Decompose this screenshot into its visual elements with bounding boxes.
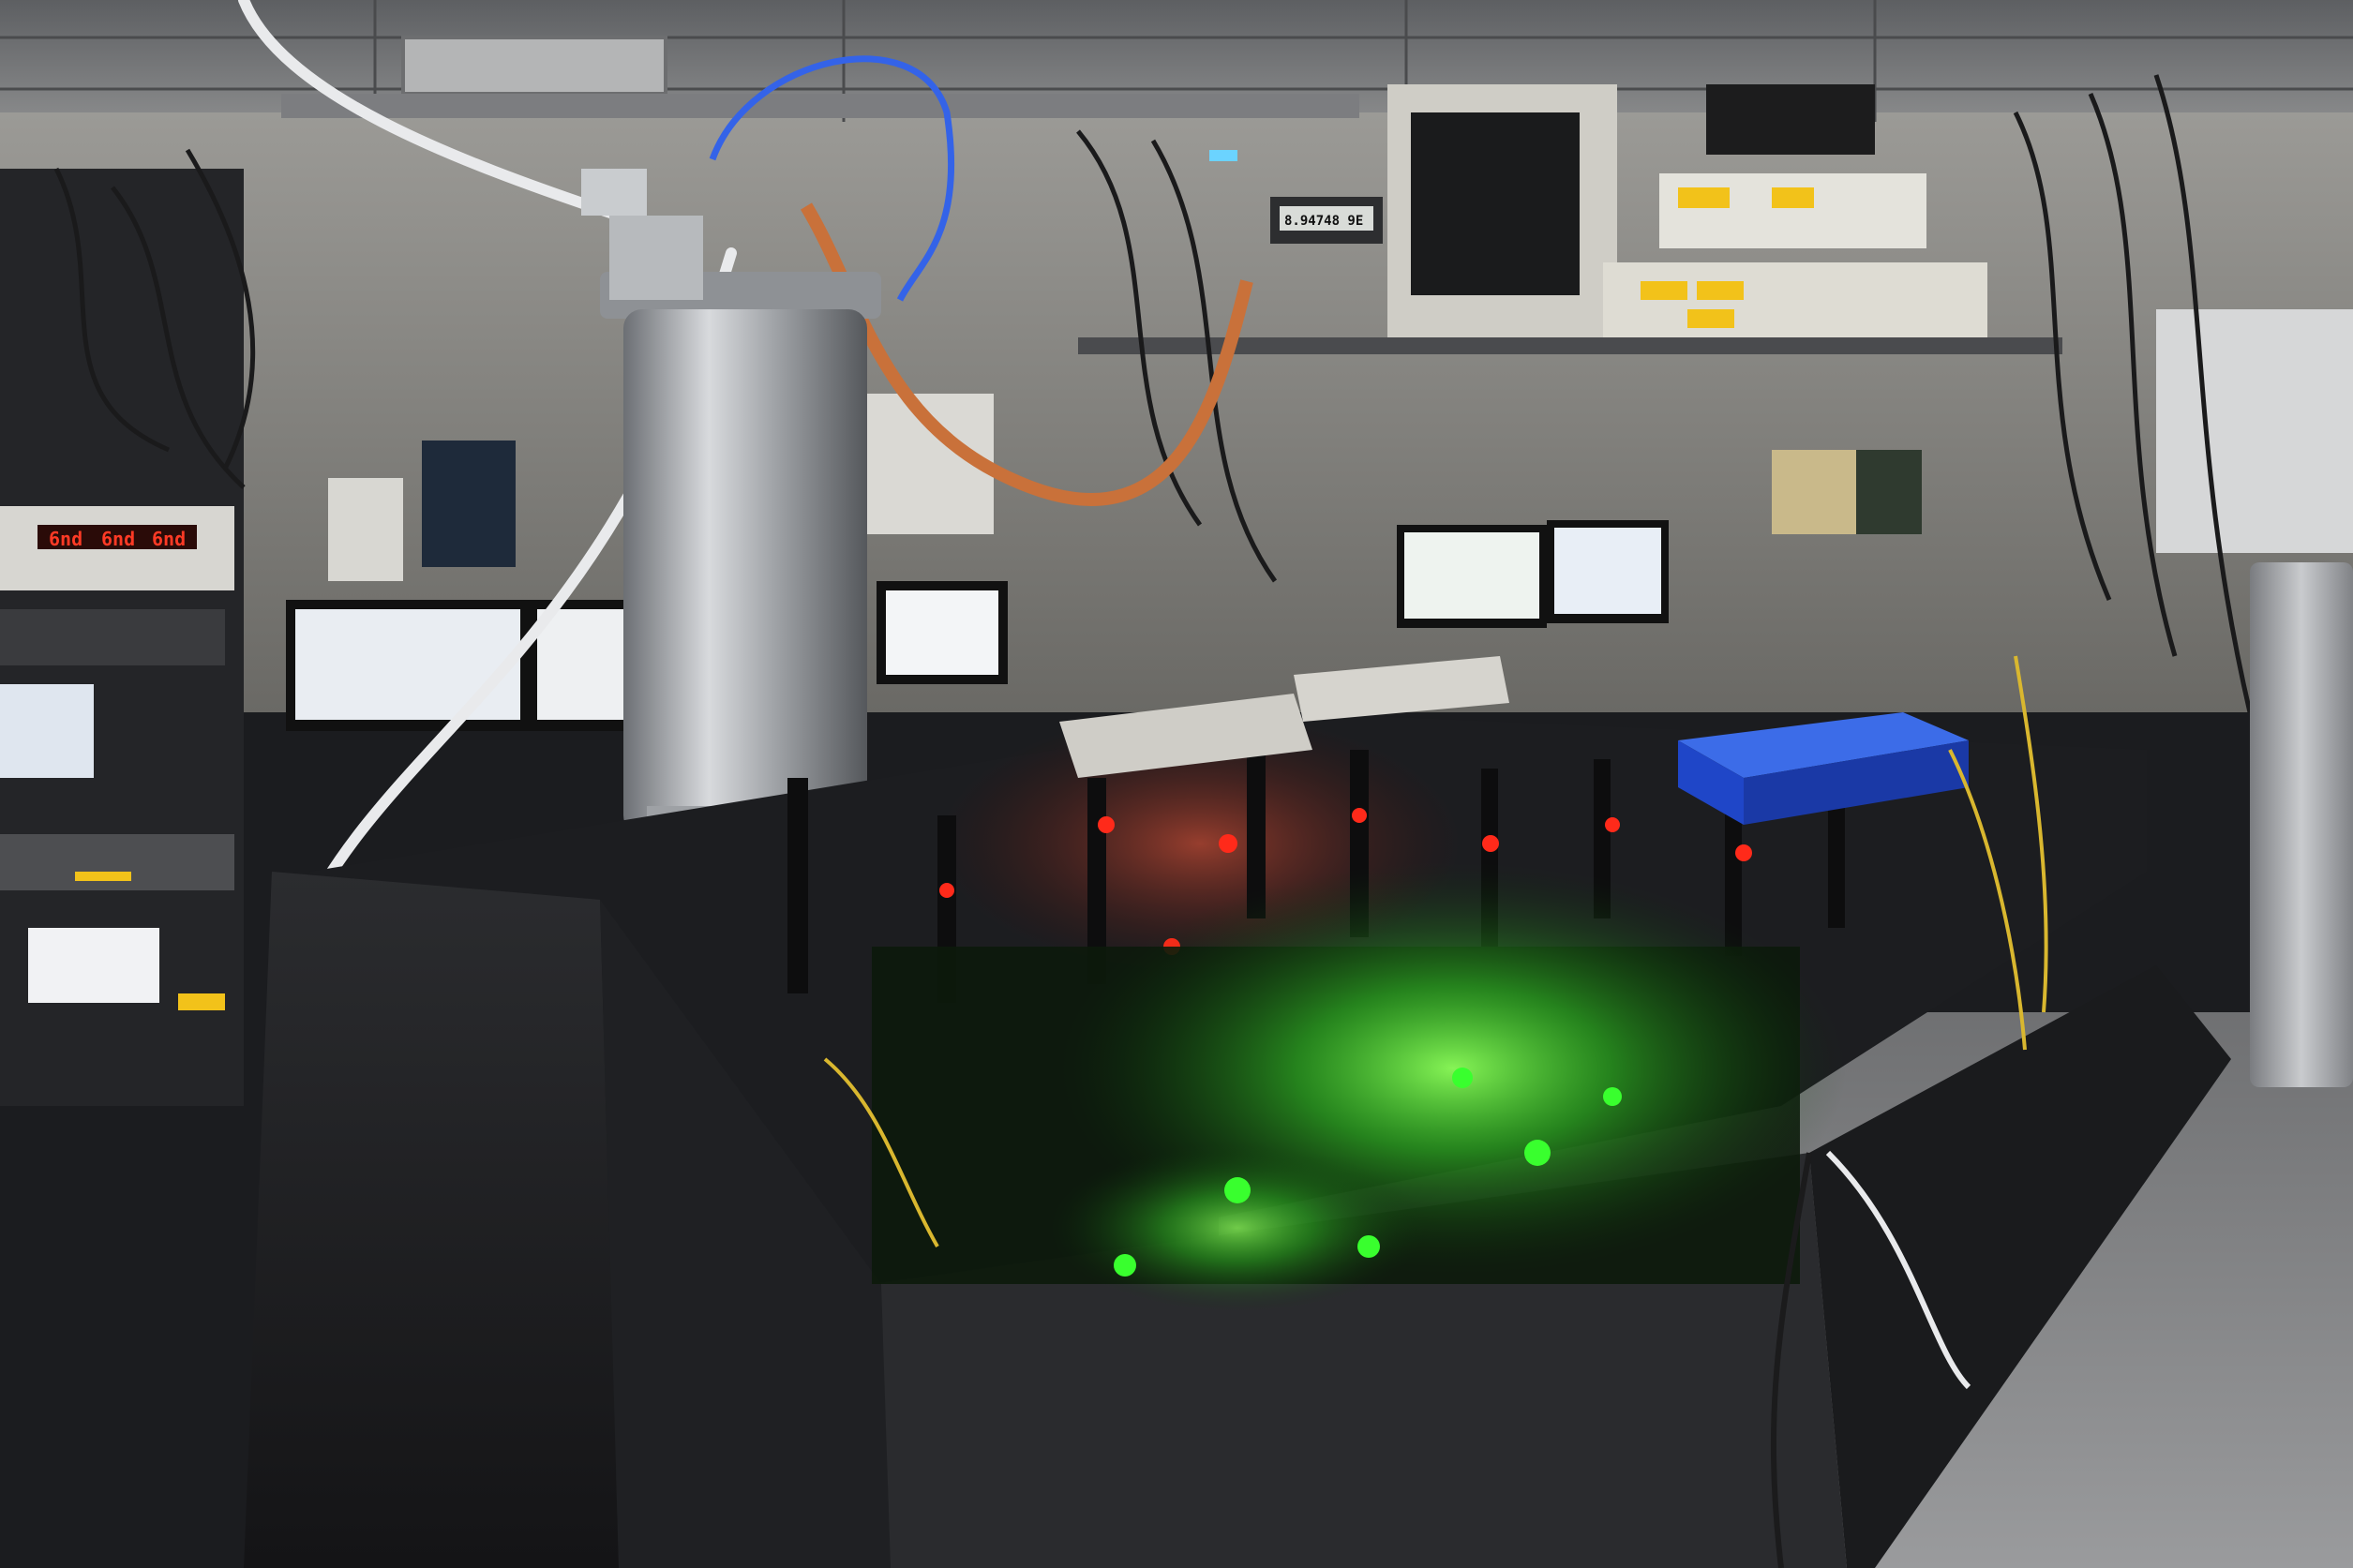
blue-tube <box>709 55 955 302</box>
wall-poster <box>328 478 403 581</box>
rack-unit <box>0 609 225 665</box>
blue-laser-housing-side <box>1678 740 1744 825</box>
rack-unit <box>0 834 234 890</box>
crt-screen <box>1411 112 1580 295</box>
laser-head <box>1294 656 1509 722</box>
blue-led-display <box>1209 150 1237 161</box>
instrument-display <box>1772 187 1814 208</box>
blue-laser-housing-front <box>1744 740 1969 825</box>
power-cable <box>1770 1152 1812 1568</box>
rack-readout: 6nd <box>101 528 135 550</box>
cable-tray <box>281 94 1359 118</box>
rack-screen <box>0 684 94 778</box>
wire-shelf <box>1078 337 2062 354</box>
rack-readout: 6nd <box>152 528 186 550</box>
monitor-screen <box>886 590 998 675</box>
rack-screen <box>28 928 159 1003</box>
whiteboard <box>2156 309 2353 553</box>
white-cable <box>1825 1150 1971 1390</box>
rack-readout: 6nd <box>49 528 82 550</box>
amber-indicator <box>178 993 225 1010</box>
enclosure-side-wall <box>600 900 891 1568</box>
monitor-screen <box>537 609 635 720</box>
instrument-display <box>1697 281 1744 300</box>
laser-head <box>1059 694 1312 778</box>
instrument-display <box>1678 187 1730 208</box>
enclosure-left-wall <box>244 872 619 1568</box>
cryostat-body <box>623 309 867 834</box>
multimeter-screen <box>1280 206 1373 231</box>
instrument-display <box>1687 309 1734 328</box>
amber-indicator <box>75 872 131 881</box>
monitor-screen <box>1404 532 1539 619</box>
yellow-fibers <box>823 655 2048 1247</box>
instrument-box <box>1706 84 1875 155</box>
ceiling-vent <box>401 36 667 96</box>
wall-poster <box>1856 450 1922 534</box>
helium-dewar <box>2250 562 2353 1087</box>
red-optic-mounts <box>939 808 1752 955</box>
rack-unit-display <box>37 525 197 549</box>
cryostat-neck <box>609 216 703 300</box>
blue-laser-housing <box>1678 712 1969 778</box>
wall-poster <box>422 441 516 567</box>
green-laser-glow <box>1050 1143 1425 1312</box>
cable-bundle <box>53 74 2253 713</box>
monitor-screen <box>1554 528 1661 614</box>
instrument-display <box>1641 281 1687 300</box>
instrument-box <box>1659 173 1926 248</box>
enclosure-right-panel <box>1809 965 2231 1568</box>
multimeter-readout: 8.94748 9E <box>1284 214 1363 229</box>
green-optics <box>1114 1068 1622 1277</box>
cryostat-valve <box>581 169 647 216</box>
monitor-screen <box>295 609 520 720</box>
